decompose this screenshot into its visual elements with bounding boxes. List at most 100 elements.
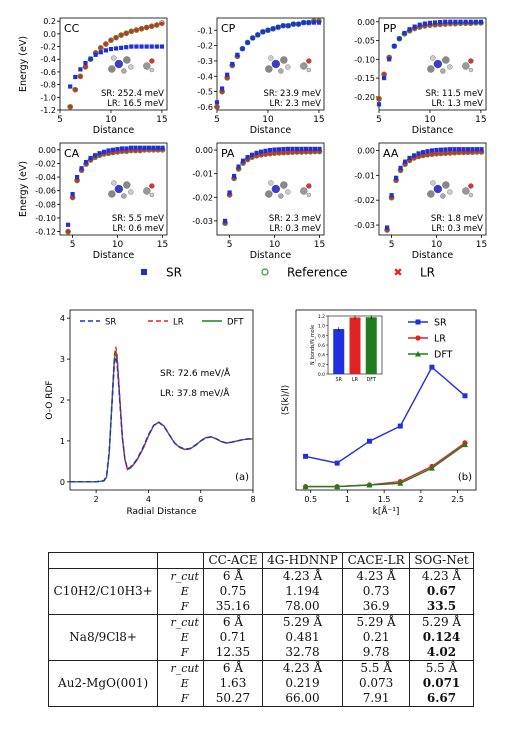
ref-point (396, 35, 403, 42)
error-annotation-sr: SR: 11.5 meV (425, 89, 483, 99)
y-tick-label: 0.00 (357, 18, 375, 27)
value-cell: 6 Å (203, 568, 263, 584)
y-tick-label: 1 (60, 437, 65, 446)
sr-point (98, 50, 103, 55)
lr-point (425, 152, 430, 157)
x-tick-label: 10 (112, 240, 124, 250)
sr-point (473, 19, 478, 24)
header-cell: CC-ACE (203, 552, 263, 569)
sr-point (129, 44, 134, 49)
value-cell: 4.23 Å (342, 568, 410, 584)
sr-point (83, 60, 88, 66)
sr-point (281, 147, 286, 152)
sr-point (240, 46, 245, 51)
system-cell: Au2-MgO(001) (47, 660, 159, 707)
table-row: F 12.35 32.78 9.78 4.02 (49, 645, 475, 661)
sr-point (88, 155, 93, 161)
atom (143, 62, 151, 70)
atom (285, 64, 291, 70)
sr-point (245, 155, 250, 160)
atom (306, 58, 312, 64)
sr-point (110, 147, 116, 152)
system-cell: C10H2/C10H3+ (47, 568, 159, 615)
value-cell: 5.29 Å (342, 614, 410, 630)
molecule-illustration (427, 55, 474, 74)
sr-point (452, 147, 457, 152)
atom (123, 56, 131, 64)
sr-point (272, 147, 277, 152)
value-cell: 0.124 (408, 630, 475, 645)
ref-point (128, 28, 135, 35)
sk-line-sr (305, 366, 466, 464)
sr-point (149, 44, 154, 49)
sr-point (422, 21, 427, 26)
sk-frame (295, 309, 477, 491)
x-axis-label: Distance (412, 125, 454, 136)
atom (430, 55, 436, 61)
value-cell: 0.21 (342, 630, 410, 645)
sr-point (103, 48, 108, 53)
ref-point (143, 24, 150, 31)
x-tick-label: 10 (424, 115, 436, 125)
y-tick-label: -0.20 (354, 93, 375, 102)
atom (123, 181, 131, 189)
ref-point (249, 35, 256, 41)
atom (271, 184, 281, 194)
sk-legend-marker-sr (415, 319, 421, 325)
ref-point (260, 28, 266, 35)
value-cell: 1.63 (203, 676, 263, 691)
sr-point (154, 44, 159, 49)
table-row: Au2-MgO(001) r_cut 6 Å 4.23 Å 5.5 Å 5.5 Å (47, 660, 475, 707)
table-row: E 0.71 0.481 0.21 0.124 (49, 630, 475, 645)
error-annotation-lr: LR: 0.3 meV (432, 224, 484, 234)
y-axis-label: O-O RDF (45, 380, 55, 419)
sr-point (214, 100, 220, 105)
sr-point (453, 19, 458, 24)
sr-point (65, 222, 71, 227)
lr-point (68, 104, 73, 109)
x-tick-label: 5 (57, 115, 63, 125)
lr-point (73, 87, 78, 92)
lr-point (281, 150, 286, 155)
y-tick-label: -0.02 (192, 193, 213, 202)
sr-point (137, 145, 143, 150)
legend-lr-marker: ✖ (393, 266, 402, 279)
x-tick-label: 5 (227, 240, 233, 250)
lr-point (124, 31, 129, 36)
legend-ref-marker (261, 268, 269, 276)
x-tick-label: 6 (198, 495, 203, 504)
sr-point (458, 19, 463, 24)
value-cell: 1.194 (261, 584, 344, 599)
sr-point (79, 166, 84, 171)
lr-point (154, 22, 159, 28)
atom (447, 64, 453, 70)
sr-point (429, 148, 435, 153)
atom (306, 67, 312, 73)
energy-panels: 5 10 15 -1.2 -1.0 -0.8 -0.6 -0.4 -0.2 0.0 0.2 Dista… (18, 17, 487, 261)
sr-point (384, 225, 390, 230)
value-cell: 6.67 (408, 691, 475, 707)
sr-point (456, 147, 462, 152)
sr-point (276, 147, 282, 152)
sr-point (97, 151, 102, 156)
y-tick-label: -0.5 (197, 88, 213, 97)
value-cell: 32.78 (261, 645, 344, 661)
ref-point (285, 22, 292, 29)
y-tick-label: -0.2 (40, 43, 56, 52)
sk-point-sr (462, 393, 468, 399)
atom (121, 193, 127, 199)
sr-point (392, 44, 397, 49)
lr-point (272, 151, 277, 156)
x-axis-label: Distance (93, 125, 135, 136)
sk-point-sr (397, 423, 403, 429)
atom (430, 180, 436, 186)
panel-frame (216, 17, 325, 111)
value-cell: 5.29 Å (261, 614, 344, 630)
atom (278, 68, 284, 74)
metric-label: r_cut (157, 568, 205, 584)
y-tick-label: 3 (60, 355, 65, 364)
atom (265, 190, 273, 198)
sr-point (124, 45, 129, 50)
sr-point (474, 147, 480, 152)
x-tick-label: 5 (376, 115, 382, 125)
